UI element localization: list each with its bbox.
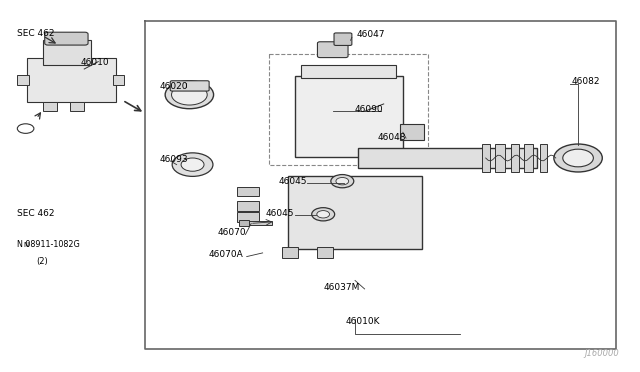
Circle shape (331, 174, 354, 188)
Circle shape (336, 177, 349, 185)
Text: 46093: 46093 (159, 155, 188, 164)
Bar (113, 74, 124, 85)
Circle shape (172, 153, 213, 176)
Bar (269, 54, 428, 165)
FancyBboxPatch shape (317, 42, 348, 58)
Bar (483, 144, 490, 172)
Bar (17, 74, 29, 85)
Bar (237, 212, 259, 222)
Bar (317, 247, 333, 258)
Bar (495, 144, 505, 172)
Text: (2): (2) (36, 257, 48, 266)
Bar (294, 76, 403, 157)
Bar (301, 65, 396, 78)
Text: 46010: 46010 (81, 58, 109, 67)
Bar (43, 102, 57, 111)
FancyBboxPatch shape (45, 32, 88, 45)
Bar (246, 221, 272, 225)
Bar (288, 176, 422, 249)
Text: 46070A: 46070A (209, 250, 243, 259)
Circle shape (165, 81, 214, 109)
Bar (237, 201, 259, 211)
Bar (282, 247, 298, 258)
Circle shape (172, 84, 207, 105)
Circle shape (317, 211, 330, 218)
Text: 46048: 46048 (378, 132, 406, 141)
Bar (70, 102, 84, 111)
Text: SEC 462: SEC 462 (17, 29, 55, 38)
Text: SEC 462: SEC 462 (17, 209, 55, 218)
FancyBboxPatch shape (170, 81, 209, 91)
Circle shape (17, 124, 34, 133)
Text: J160000: J160000 (585, 349, 620, 358)
Bar (239, 220, 248, 226)
Text: 46047: 46047 (357, 29, 385, 39)
Text: N: N (23, 242, 28, 248)
Bar (43, 39, 91, 65)
Bar (358, 148, 537, 168)
Bar (540, 144, 547, 172)
Bar (524, 144, 534, 172)
Text: 46082: 46082 (572, 77, 600, 86)
Text: 46045: 46045 (266, 209, 294, 218)
Circle shape (563, 149, 593, 167)
Circle shape (312, 208, 335, 221)
Bar (511, 144, 519, 172)
Circle shape (181, 158, 204, 171)
Text: 46045: 46045 (278, 177, 307, 186)
Text: 46070: 46070 (218, 228, 246, 237)
Circle shape (554, 144, 602, 172)
FancyBboxPatch shape (334, 33, 352, 45)
Text: 46037M: 46037M (323, 283, 360, 292)
Bar (399, 124, 424, 140)
Text: 46020: 46020 (159, 82, 188, 91)
Text: 46090: 46090 (355, 105, 383, 114)
Text: 46010K: 46010K (346, 317, 380, 326)
Bar (27, 58, 116, 102)
Text: N 08911-1082G: N 08911-1082G (17, 240, 80, 249)
Bar (237, 187, 259, 196)
